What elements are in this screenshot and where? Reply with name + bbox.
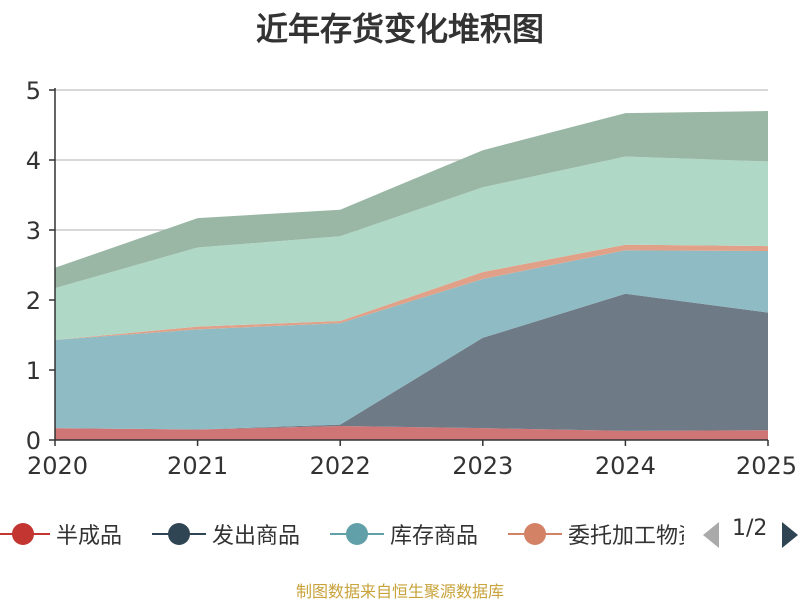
chart-title: 近年存货变化堆积图 bbox=[255, 10, 544, 48]
x-tick-label: 2022 bbox=[310, 452, 371, 480]
x-tick-label: 2024 bbox=[595, 452, 656, 480]
area-series-0[interactable] bbox=[55, 426, 768, 440]
legend-next-icon[interactable] bbox=[782, 522, 798, 548]
y-tick-label: 4 bbox=[26, 147, 41, 175]
area-series-5[interactable] bbox=[55, 111, 768, 289]
y-tick-label: 5 bbox=[26, 77, 41, 105]
legend-marker bbox=[508, 512, 562, 556]
legend-prev-icon[interactable] bbox=[703, 522, 719, 548]
y-tick-label: 3 bbox=[26, 217, 41, 245]
legend-label: 发出商品 bbox=[212, 524, 301, 549]
legend-label: 委托加工物资 bbox=[568, 524, 684, 549]
area-series-1[interactable] bbox=[55, 293, 768, 431]
y-tick-label: 0 bbox=[26, 427, 41, 455]
legend-marker bbox=[330, 512, 384, 556]
legend-label: 库存商品 bbox=[390, 524, 479, 549]
source-note: 制图数据来自恒生聚源数据库 bbox=[295, 582, 504, 601]
x-tick-label: 2023 bbox=[452, 452, 513, 480]
x-tick-label: 2025 bbox=[736, 452, 797, 480]
legend-label: 半成品 bbox=[56, 524, 123, 549]
legend-item-3[interactable]: 委托加工物资 bbox=[508, 512, 684, 556]
legend-item-1[interactable]: 发出商品 bbox=[152, 512, 300, 556]
legend: 半成品 发出商品 库存商品 委托加工物资 bbox=[0, 512, 800, 556]
legend-item-0[interactable]: 半成品 bbox=[0, 512, 122, 556]
area-series-2[interactable] bbox=[55, 250, 768, 430]
legend-page-indicator: 1/2 bbox=[732, 516, 768, 541]
x-tick-label: 2020 bbox=[27, 452, 88, 480]
x-tick-label: 2021 bbox=[167, 452, 228, 480]
area-series-4[interactable] bbox=[55, 156, 768, 340]
y-tick-label: 1 bbox=[26, 357, 41, 385]
legend-marker bbox=[0, 512, 50, 556]
y-tick-label: 2 bbox=[26, 287, 41, 315]
legend-item-2[interactable]: 库存商品 bbox=[330, 512, 478, 556]
legend-marker bbox=[152, 512, 206, 556]
